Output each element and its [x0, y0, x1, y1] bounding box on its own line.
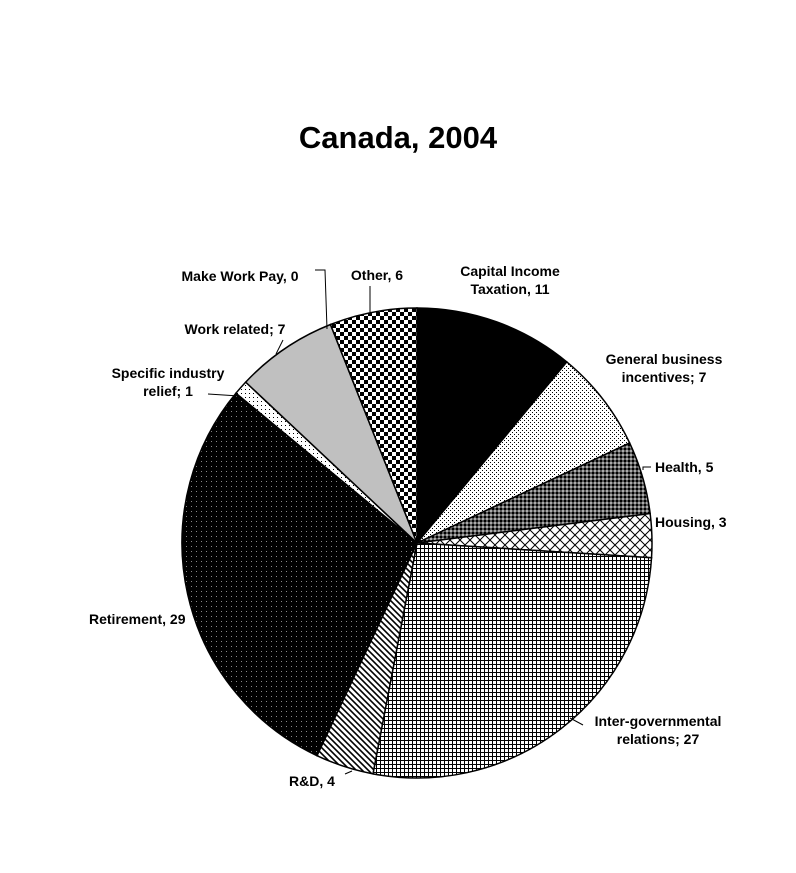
pie-slice-inter-governmental-relations: [372, 542, 653, 779]
pie-slice-work-related: [244, 323, 418, 544]
pie-slice-capital-income-taxation: [416, 307, 568, 546]
leader-line: [315, 269, 328, 330]
pie-slice-general-business-incentives: [416, 360, 631, 544]
slice-label: Other, 6: [351, 267, 403, 283]
leader-line: [642, 466, 651, 470]
leader-line: [207, 393, 240, 397]
chart-title: Canada, 2004: [298, 120, 498, 155]
leader-line: [344, 770, 353, 775]
leader-line: [569, 717, 584, 726]
pie-slice-other: [329, 307, 418, 544]
leader-line: [275, 339, 284, 355]
slice-label: Housing, 3: [655, 514, 727, 530]
slice-label: Specific industry relief; 1: [112, 365, 225, 399]
slice-label: Health, 5: [655, 459, 714, 475]
slice-label: Retirement, 29: [89, 611, 186, 627]
slice-label: R&D, 4: [289, 773, 335, 789]
slice-label: Make Work Pay, 0: [182, 268, 299, 284]
slice-label: Inter-governmental relations; 27: [595, 713, 722, 747]
pie-slice-retirement: [181, 392, 418, 757]
slice-label: Work related; 7: [185, 321, 286, 337]
slice-label: General business incentives; 7: [606, 351, 723, 385]
slice-label: Capital Income Taxation, 11: [460, 263, 560, 297]
